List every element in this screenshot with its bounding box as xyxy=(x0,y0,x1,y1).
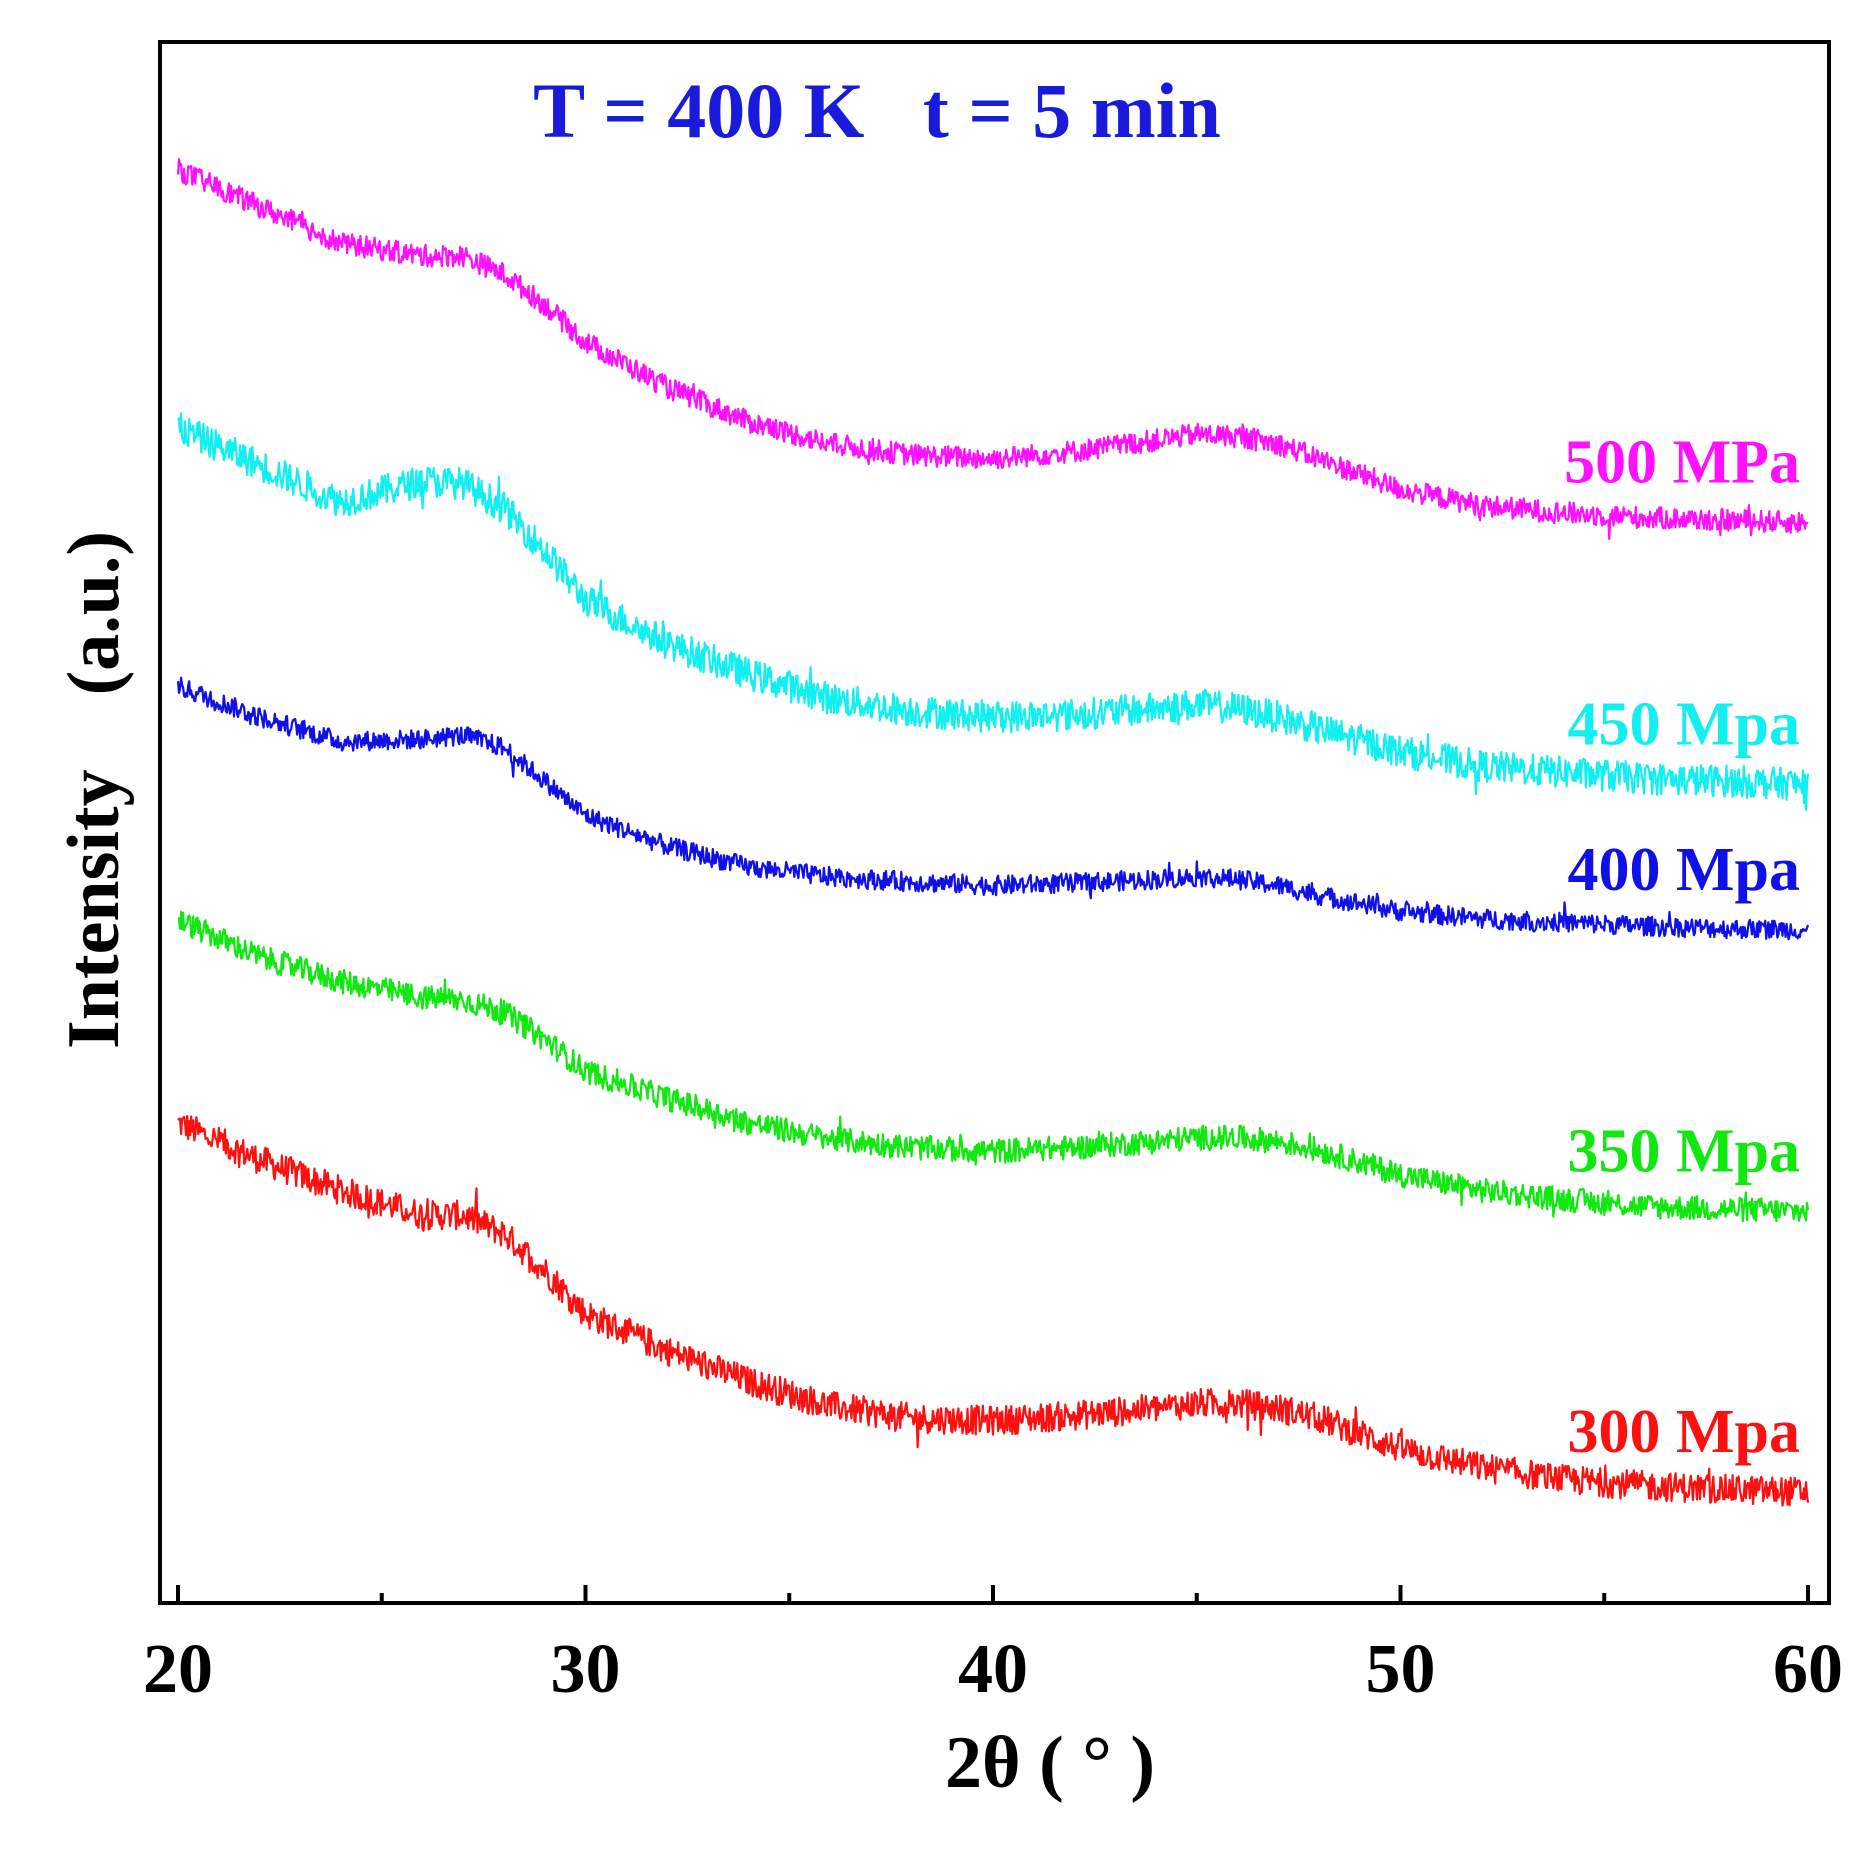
series-line-450-mpa xyxy=(177,412,1810,811)
x-tick-label: 30 xyxy=(551,1631,621,1708)
x-tick-label: 50 xyxy=(1366,1631,1436,1708)
x-axis-label: 2θ ( ° ) xyxy=(945,1722,1155,1804)
series-line-350-mpa xyxy=(177,910,1810,1223)
chart-title: T = 400 K t = 5 min xyxy=(533,67,1221,154)
x-tick-label: 20 xyxy=(143,1631,213,1708)
series-line-500-mpa xyxy=(176,158,1809,541)
series-label-400-mpa: 400 Mpa xyxy=(1568,836,1801,904)
series-layer xyxy=(176,158,1810,1507)
x-tick-label: 40 xyxy=(958,1631,1028,1708)
x-axis-tick-labels: 20 30 40 50 60 xyxy=(143,1631,1843,1708)
series-line-400-mpa xyxy=(176,676,1810,941)
series-labels: 300 Mpa 350 Mpa 400 Mpa 450 Mpa 500 MPa xyxy=(1564,429,1800,1466)
series-label-450-mpa: 450 Mpa xyxy=(1568,691,1801,759)
x-axis-ticks xyxy=(176,1585,1810,1603)
x-tick-label: 60 xyxy=(1773,1631,1843,1708)
series-line-300-mpa xyxy=(177,1114,1810,1507)
series-label-300-mpa: 300 Mpa xyxy=(1568,1398,1801,1466)
series-label-500-mpa: 500 MPa xyxy=(1564,429,1800,497)
y-axis-label: Intensity (a.u.) xyxy=(53,531,135,1049)
series-label-350-mpa: 350 Mpa xyxy=(1568,1118,1801,1186)
